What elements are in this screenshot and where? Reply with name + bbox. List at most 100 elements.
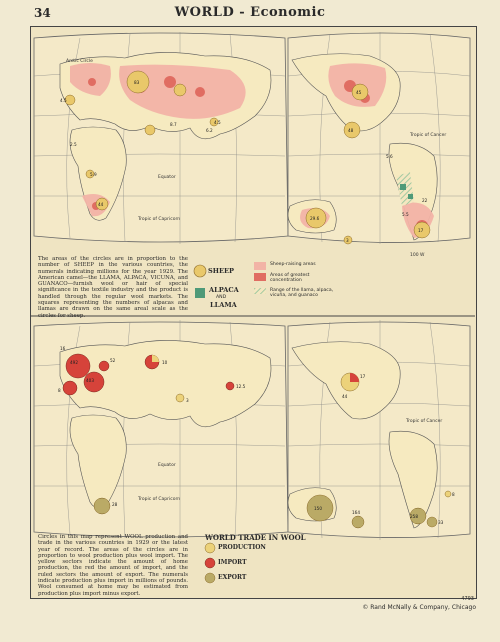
sheep-circle bbox=[343, 121, 361, 139]
svg-text:12.5: 12.5 bbox=[236, 384, 246, 389]
import-label: IMPORT bbox=[218, 559, 247, 566]
bottom-legend bbox=[204, 542, 216, 584]
wool-circles bbox=[62, 353, 452, 529]
svg-text:22: 22 bbox=[422, 198, 428, 203]
publisher-credit: © Rand McNally & Company, Chicago bbox=[362, 604, 476, 611]
svg-text:4.5: 4.5 bbox=[214, 120, 221, 125]
equator-label: Equator bbox=[158, 174, 176, 180]
sheep-circle bbox=[95, 197, 109, 211]
sheep-circles bbox=[64, 70, 431, 245]
bottom-tropic-cancer-label: Tropic of Cancer bbox=[405, 418, 442, 424]
map-canvas: Arctic Circle Equator Tropic of Capricor… bbox=[30, 31, 475, 584]
wool-circle bbox=[409, 507, 427, 525]
sheep-circle bbox=[209, 117, 219, 127]
svg-text:33: 33 bbox=[438, 520, 444, 525]
wool-circle bbox=[426, 516, 438, 528]
sheep-circle bbox=[305, 207, 327, 229]
svg-text:164: 164 bbox=[352, 510, 360, 515]
top-map: Arctic Circle Equator Tropic of Capricor… bbox=[33, 31, 471, 258]
svg-text:28: 28 bbox=[112, 502, 118, 507]
sheep-circle bbox=[413, 221, 431, 239]
production-label: PRODUCTION bbox=[218, 544, 266, 551]
svg-text:17: 17 bbox=[418, 228, 424, 233]
wool-values: 16 492 403 52 10 12.5 3 8 28 17 44 150 1… bbox=[58, 346, 455, 525]
sheep-raising-label: Sheep-raising areas bbox=[270, 262, 316, 267]
page-number: 34 bbox=[34, 6, 51, 20]
sheep-circle bbox=[64, 94, 76, 106]
svg-text:10: 10 bbox=[162, 360, 168, 365]
wool-circle bbox=[83, 371, 105, 393]
sheep-legend-swatch bbox=[193, 264, 207, 278]
sheep-circle bbox=[144, 124, 156, 136]
production-swatch bbox=[204, 542, 216, 554]
sheep-circle bbox=[351, 83, 369, 101]
svg-text:8: 8 bbox=[58, 388, 61, 393]
concentration-swatch bbox=[254, 273, 266, 281]
sheep-circle bbox=[173, 83, 187, 97]
svg-text:16: 16 bbox=[60, 346, 66, 351]
svg-text:2.5: 2.5 bbox=[70, 142, 77, 147]
production-sector bbox=[152, 355, 159, 362]
svg-text:29.6: 29.6 bbox=[310, 216, 320, 221]
import-sector bbox=[350, 373, 359, 382]
wool-circle bbox=[225, 381, 235, 391]
sheep-circle bbox=[343, 235, 353, 245]
and-label: AND bbox=[216, 295, 227, 300]
top-legend bbox=[193, 262, 266, 298]
alpaca-square bbox=[408, 194, 413, 199]
svg-text:492: 492 bbox=[70, 360, 78, 365]
llama-range-swatch bbox=[254, 288, 266, 294]
svg-text:83: 83 bbox=[134, 80, 140, 85]
wool-circle bbox=[65, 353, 91, 379]
svg-text:8.7: 8.7 bbox=[170, 122, 177, 127]
top-note: The areas of the circles are in proporti… bbox=[38, 256, 188, 319]
svg-text:5.6: 5.6 bbox=[386, 154, 393, 159]
alpaca-legend-swatch bbox=[195, 288, 205, 298]
svg-text:3: 3 bbox=[186, 398, 189, 403]
svg-text:5.9: 5.9 bbox=[90, 172, 97, 177]
sheep-raising-swatch bbox=[254, 262, 266, 270]
wool-legend-title: WORLD TRADE IN WOOL bbox=[205, 533, 306, 542]
svg-text:150: 150 bbox=[314, 506, 322, 511]
concentration-label: Areas of greatest concentration bbox=[270, 273, 310, 284]
bottom-map: Equator Tropic of Capricorn Tropic of Ca… bbox=[33, 320, 471, 540]
bottom-note: Circles in this map represent WOOL produ… bbox=[38, 534, 188, 597]
svg-text:45: 45 bbox=[356, 90, 362, 95]
wool-circle bbox=[98, 360, 110, 372]
svg-text:4.5: 4.5 bbox=[60, 98, 67, 103]
wool-circle bbox=[306, 494, 334, 522]
svg-text:8: 8 bbox=[452, 492, 455, 497]
svg-text:3: 3 bbox=[346, 238, 349, 243]
sheep-values: 4.5 83 2.5 8.7 6.2 45 48 5.6 5.9 44 29.6… bbox=[60, 80, 428, 243]
wool-circle bbox=[444, 490, 452, 498]
svg-text:258: 258 bbox=[410, 514, 418, 519]
llama-range-label: Range of the llama, alpaca, vicuña, and … bbox=[270, 288, 334, 299]
wool-circle bbox=[62, 380, 78, 396]
svg-text:52: 52 bbox=[110, 358, 116, 363]
sheep-circle bbox=[126, 70, 150, 94]
svg-text:48: 48 bbox=[348, 128, 354, 133]
svg-text:44: 44 bbox=[98, 202, 104, 207]
sheep-legend-label: SHEEP bbox=[208, 267, 235, 275]
svg-text:6.2: 6.2 bbox=[206, 128, 213, 133]
export-label: EXPORT bbox=[218, 574, 247, 581]
bottom-equator-label: Equator bbox=[158, 462, 176, 468]
alpaca-square bbox=[400, 184, 406, 190]
top-africa bbox=[69, 126, 127, 221]
svg-text:44: 44 bbox=[342, 394, 348, 399]
bottom-tropic-capricorn-label: Tropic of Capricorn bbox=[137, 496, 180, 502]
wool-circle bbox=[175, 393, 185, 403]
map-code: 4793 bbox=[461, 596, 474, 602]
svg-text:17: 17 bbox=[360, 374, 366, 379]
wool-circle bbox=[93, 497, 111, 515]
arctic-circle-label: Arctic Circle bbox=[66, 58, 93, 64]
import-swatch bbox=[204, 557, 216, 569]
page-title: WORLD - Economic bbox=[174, 5, 326, 20]
wool-circle bbox=[351, 515, 365, 529]
alpaca-legend-label: ALPACA bbox=[209, 286, 239, 294]
sheep-circle bbox=[85, 169, 95, 179]
export-swatch bbox=[204, 572, 216, 584]
tropic-capricorn-label: Tropic of Capricorn bbox=[137, 216, 180, 222]
svg-text:5.5: 5.5 bbox=[402, 212, 409, 217]
svg-text:403: 403 bbox=[86, 378, 94, 383]
